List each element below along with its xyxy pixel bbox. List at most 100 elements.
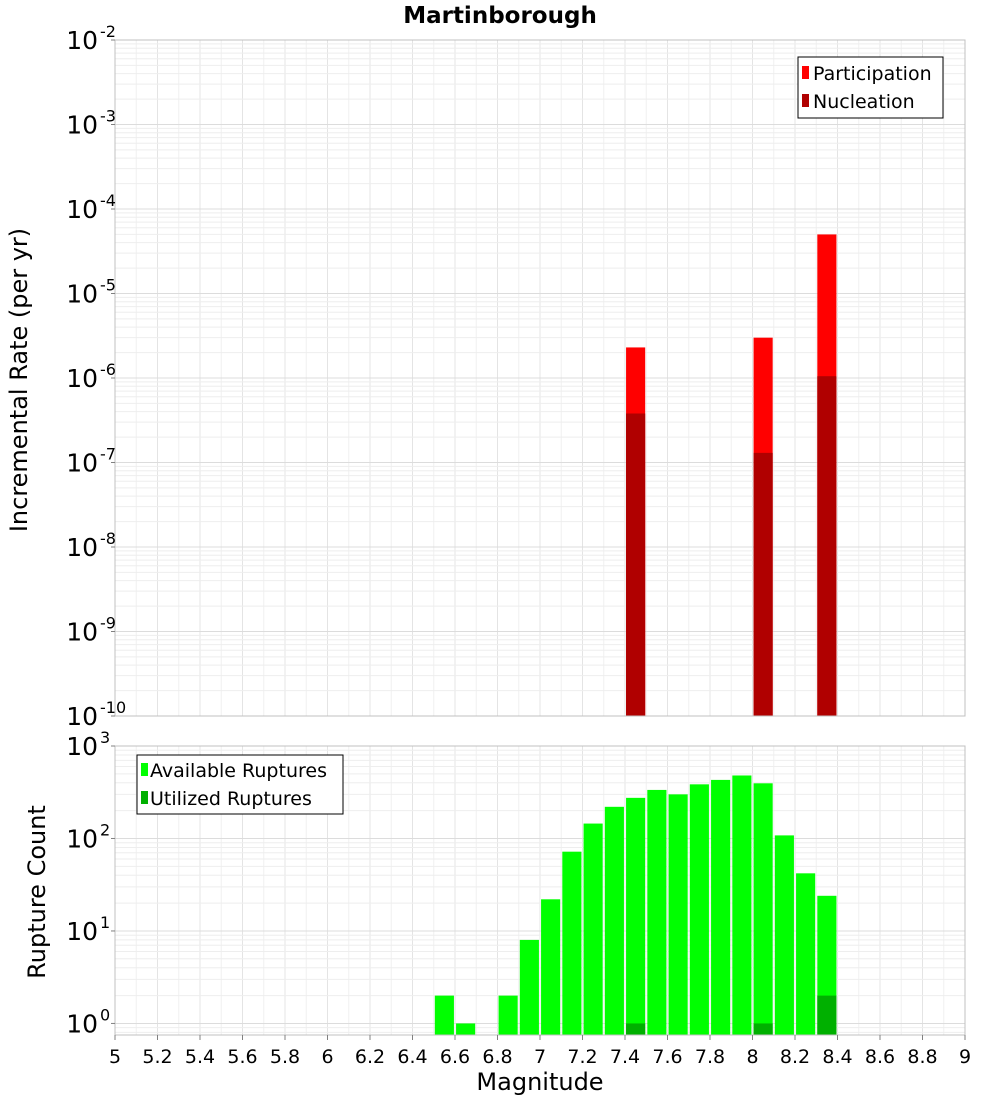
y-tick-exponent: -6	[100, 360, 116, 379]
y-tick-exponent: 0	[100, 1005, 110, 1024]
y-tick-label: 10 3	[66, 728, 115, 761]
participation-legend-label: Participation	[813, 63, 932, 85]
y-tick-exponent: -3	[100, 107, 116, 126]
y-tick-exponent: 2	[100, 820, 110, 839]
count-y-axis-title: Rupture Count	[23, 805, 51, 979]
count-bars	[434, 775, 837, 1035]
available-ruptures-bar	[796, 873, 816, 1035]
rate-legend: Participation Nucleation	[797, 56, 944, 119]
available-ruptures-bar	[753, 783, 773, 1035]
y-tick-base: 10	[66, 732, 98, 761]
count-legend-box	[136, 754, 344, 815]
nucleation-bar	[753, 452, 773, 716]
available-ruptures-bar	[711, 779, 731, 1035]
y-tick-exponent: -4	[100, 191, 116, 210]
x-tick-label: 8	[746, 1046, 758, 1068]
x-tick-label: 8.8	[907, 1046, 937, 1068]
y-tick-base: 10	[66, 26, 98, 55]
available-ruptures-bar	[604, 806, 624, 1035]
x-tick-label: 8.2	[780, 1046, 810, 1068]
available-ruptures-bar	[562, 851, 582, 1035]
magnitude-x-axis-title: Magnitude	[476, 1068, 603, 1096]
utilized-ruptures-bar	[626, 1023, 646, 1035]
available-ruptures-bar	[689, 784, 709, 1035]
x-tick-label: 7	[534, 1046, 546, 1068]
available-ruptures-bar	[498, 995, 518, 1035]
available-ruptures-bar	[732, 775, 752, 1035]
y-tick-base: 10	[66, 917, 98, 946]
y-tick-base: 10	[66, 533, 98, 562]
available-legend-label: Available Ruptures	[150, 760, 327, 782]
y-tick-label: 10 -10	[66, 698, 126, 731]
y-tick-label: 10 2	[66, 820, 115, 853]
nucleation-legend-label: Nucleation	[813, 91, 915, 113]
x-tick-label: 7.4	[610, 1046, 640, 1068]
available-ruptures-bar	[668, 794, 688, 1035]
rate-bars	[626, 234, 837, 717]
y-tick-exponent: -2	[100, 22, 116, 41]
y-tick-label: 10 -5	[66, 276, 116, 309]
y-tick-base: 10	[66, 702, 98, 731]
x-tick-label: 7.6	[652, 1046, 682, 1068]
x-tick-label: 9	[959, 1046, 971, 1068]
x-tick-label: 5.6	[227, 1046, 257, 1068]
available-ruptures-bar	[774, 835, 794, 1035]
y-tick-base: 10	[66, 195, 98, 224]
rate-legend-box	[797, 56, 944, 119]
utilized-ruptures-bar	[753, 1023, 773, 1035]
x-tick-label: 6.8	[482, 1046, 512, 1068]
y-tick-base: 10	[66, 280, 98, 309]
x-tick-label: 5.2	[142, 1046, 172, 1068]
y-tick-base: 10	[66, 1009, 98, 1038]
available-ruptures-bar	[519, 939, 539, 1035]
x-tick-label: 6	[321, 1046, 333, 1068]
y-tick-label: 10 -9	[66, 614, 116, 647]
y-tick-label: 10 -7	[66, 445, 116, 478]
count-legend: Available Ruptures Utilized Ruptures	[136, 754, 344, 815]
nucleation-legend-swatch	[802, 94, 809, 107]
y-tick-base: 10	[66, 111, 98, 140]
nucleation-bar	[817, 376, 837, 716]
y-tick-base: 10	[66, 364, 98, 393]
magnitude-x-ticks: 5 5.2 5.4 5.6 5.8 6 6.2 6.4 6.6 6.8 7 7.2 7.4 7.6 7.8 8…	[109, 1035, 971, 1068]
x-tick-label: 6.4	[397, 1046, 427, 1068]
y-tick-exponent: -8	[100, 529, 116, 548]
x-tick-label: 5.4	[185, 1046, 215, 1068]
y-tick-label: 10 -8	[66, 529, 116, 562]
chart-title: Martinborough	[403, 3, 597, 29]
utilized-legend-swatch	[141, 791, 148, 804]
available-ruptures-bar	[647, 789, 667, 1035]
x-tick-label: 5	[109, 1046, 121, 1068]
y-tick-label: 10 1	[66, 913, 115, 946]
available-ruptures-bar	[583, 823, 603, 1035]
available-ruptures-bar	[626, 797, 646, 1035]
nucleation-bar	[626, 413, 646, 716]
x-tick-label: 8.4	[822, 1046, 852, 1068]
x-tick-label: 6.2	[355, 1046, 385, 1068]
rate-grid	[114, 40, 966, 717]
utilized-ruptures-bar	[817, 995, 837, 1035]
y-tick-label: 10 -6	[66, 360, 116, 393]
y-tick-base: 10	[66, 824, 98, 853]
available-ruptures-bar	[434, 995, 454, 1035]
x-tick-label: 7.2	[567, 1046, 597, 1068]
available-ruptures-bar	[541, 899, 561, 1035]
utilized-legend-label: Utilized Ruptures	[150, 788, 312, 810]
available-ruptures-bar	[456, 1023, 476, 1035]
y-tick-label: 10 -3	[66, 107, 116, 140]
x-tick-label: 6.6	[440, 1046, 470, 1068]
y-tick-exponent: 1	[100, 913, 110, 932]
y-tick-exponent: -9	[100, 614, 116, 633]
y-tick-exponent: -5	[100, 276, 116, 295]
y-tick-base: 10	[66, 618, 98, 647]
x-tick-label: 8.6	[865, 1046, 895, 1068]
y-tick-label: 10 -2	[66, 22, 116, 55]
y-tick-base: 10	[66, 449, 98, 478]
y-tick-label: 10 0	[66, 1005, 115, 1038]
y-tick-exponent: -7	[100, 445, 116, 464]
